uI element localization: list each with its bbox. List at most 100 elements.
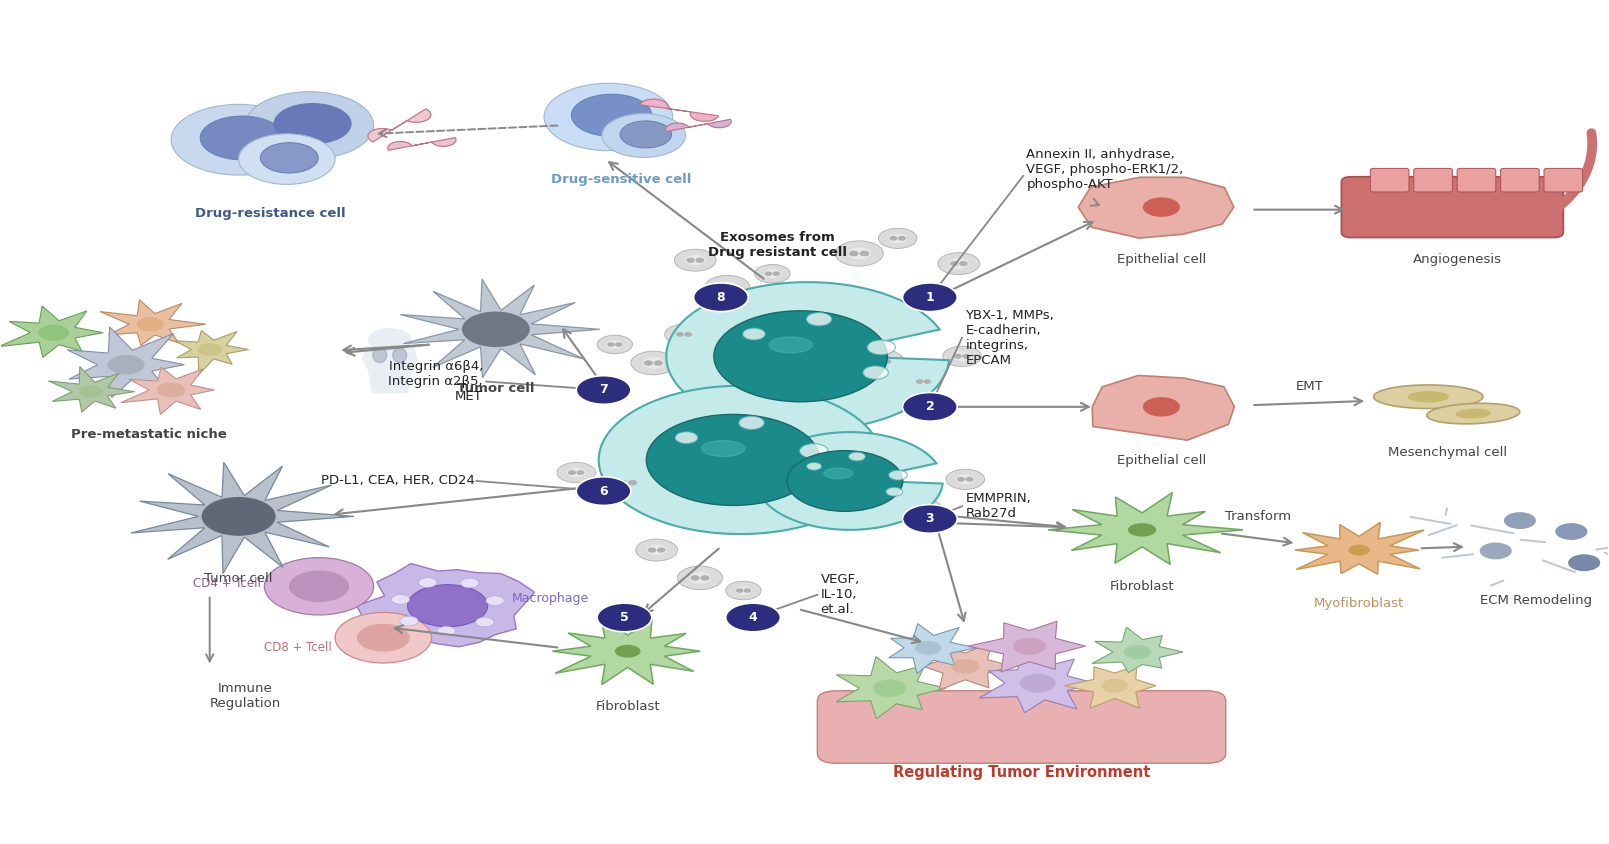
Text: ECM Remodeling: ECM Remodeling [1480, 594, 1591, 607]
Circle shape [943, 346, 981, 366]
Circle shape [658, 549, 665, 552]
Polygon shape [357, 564, 534, 647]
Circle shape [861, 479, 903, 500]
Circle shape [605, 471, 650, 495]
Circle shape [261, 143, 319, 173]
Polygon shape [175, 331, 248, 375]
Ellipse shape [1427, 403, 1521, 424]
Circle shape [917, 380, 922, 383]
Circle shape [290, 571, 349, 602]
Circle shape [1569, 555, 1601, 571]
Ellipse shape [824, 468, 853, 479]
FancyBboxPatch shape [1342, 176, 1564, 237]
Polygon shape [1064, 666, 1155, 708]
Circle shape [806, 312, 832, 326]
Circle shape [642, 357, 665, 369]
Circle shape [961, 262, 967, 266]
Circle shape [850, 252, 858, 256]
Circle shape [647, 414, 821, 506]
Polygon shape [888, 624, 977, 674]
Text: PD-L1, CEA, HER, CD24: PD-L1, CEA, HER, CD24 [322, 474, 475, 488]
Circle shape [716, 282, 739, 293]
Text: Immune
Regulation: Immune Regulation [209, 681, 280, 710]
Text: Drug-sensitive cell: Drug-sensitive cell [550, 173, 692, 187]
Text: Myofibroblast: Myofibroblast [1315, 598, 1405, 610]
Polygon shape [666, 119, 730, 132]
Circle shape [719, 285, 726, 289]
Circle shape [692, 576, 698, 580]
Ellipse shape [769, 337, 813, 353]
Circle shape [954, 354, 961, 358]
Polygon shape [121, 367, 214, 414]
Circle shape [938, 252, 980, 274]
Circle shape [407, 585, 488, 627]
Circle shape [616, 477, 639, 489]
Circle shape [264, 558, 373, 615]
Circle shape [764, 269, 780, 279]
Circle shape [602, 114, 685, 158]
Circle shape [693, 283, 748, 311]
Circle shape [685, 333, 692, 336]
Polygon shape [1295, 522, 1424, 574]
Text: 3: 3 [925, 512, 935, 526]
Circle shape [335, 613, 431, 663]
Circle shape [806, 463, 822, 470]
Text: Epithelial cell: Epithelial cell [1117, 454, 1207, 467]
Circle shape [557, 463, 595, 483]
Circle shape [544, 84, 673, 151]
Circle shape [1014, 637, 1046, 655]
Circle shape [835, 241, 883, 266]
Circle shape [1102, 679, 1128, 693]
Polygon shape [401, 279, 600, 378]
Circle shape [674, 329, 693, 339]
Circle shape [198, 344, 222, 356]
Circle shape [566, 468, 586, 478]
Circle shape [888, 234, 907, 243]
Circle shape [578, 471, 584, 474]
Text: VEGF,
IL-10,
et.al.: VEGF, IL-10, et.al. [821, 573, 859, 616]
Circle shape [916, 504, 932, 512]
Circle shape [1556, 523, 1588, 540]
Circle shape [795, 469, 821, 483]
Circle shape [418, 577, 436, 587]
Circle shape [39, 325, 69, 341]
Polygon shape [639, 99, 719, 122]
Polygon shape [1093, 627, 1183, 673]
Circle shape [587, 487, 623, 506]
Circle shape [1480, 543, 1512, 560]
Polygon shape [969, 621, 1086, 672]
Polygon shape [552, 616, 700, 684]
Ellipse shape [1456, 408, 1492, 419]
Circle shape [357, 624, 410, 652]
Polygon shape [922, 642, 1012, 690]
Text: CD4 + Tcell: CD4 + Tcell [193, 577, 261, 590]
Ellipse shape [1408, 391, 1450, 403]
Text: Drug-resistance cell: Drug-resistance cell [195, 207, 346, 220]
Polygon shape [130, 463, 354, 574]
Circle shape [903, 392, 957, 421]
Text: Tumor cell: Tumor cell [457, 381, 534, 394]
Polygon shape [980, 652, 1096, 712]
Circle shape [1125, 645, 1150, 659]
Ellipse shape [373, 348, 386, 363]
Circle shape [462, 311, 529, 347]
Circle shape [739, 416, 764, 430]
Polygon shape [362, 346, 418, 393]
Circle shape [79, 386, 103, 398]
Circle shape [874, 360, 880, 363]
Circle shape [903, 505, 957, 533]
Circle shape [774, 272, 779, 275]
Circle shape [676, 432, 698, 444]
Circle shape [1504, 512, 1537, 529]
Circle shape [890, 236, 896, 240]
Circle shape [599, 495, 605, 498]
Circle shape [619, 481, 626, 484]
Circle shape [137, 317, 164, 332]
Circle shape [951, 659, 980, 674]
Circle shape [735, 586, 751, 595]
Circle shape [745, 589, 750, 592]
Circle shape [438, 626, 455, 636]
Circle shape [476, 617, 494, 627]
Circle shape [916, 377, 932, 386]
Text: Mesenchymal cell: Mesenchymal cell [1389, 446, 1508, 458]
